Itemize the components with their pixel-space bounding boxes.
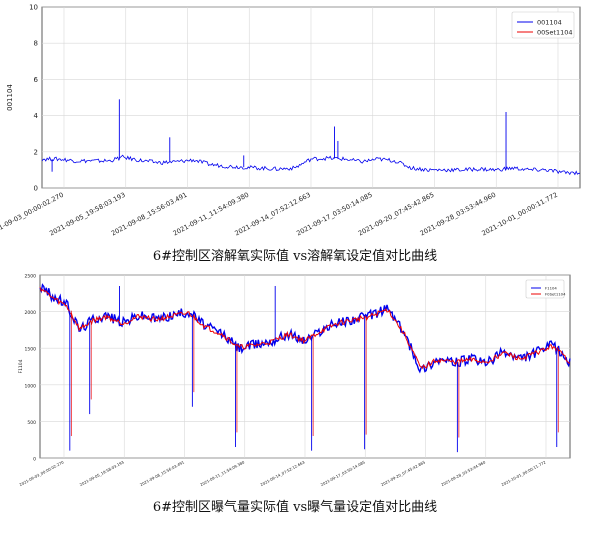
y-tick-label: 2000 [25,310,37,316]
y-axis-label: F1104 [18,359,24,373]
aeration-chart-svg: 0 500 1000 1500 2000 2500 2021-09-03_00:00:02.… [18,274,571,487]
y-tick-label: 0 [33,457,36,463]
legend-label: F0Set1104 [545,291,566,296]
y-tick-label: 8 [34,40,38,48]
y-tick-label: 1500 [25,347,37,353]
do-chart-svg: 02468102021-09-03_00:00:02.2702021-09-05… [0,4,581,238]
x-tick-label: 2021-09-03_00:00:02.270 [18,459,65,487]
x-tick-group: 2021-09-17_03:50:14.085 [320,459,367,487]
series-line-F0Set1104 [39,286,571,370]
x-tick-group: 2021-10-01_00:00:11.772 [500,459,547,487]
series-line-001104 [41,154,580,176]
x-tick-group: 2021-09-11_11:54:09.380 [199,459,246,487]
aeration-chart-caption: 6#控制区曝气量实际值 vs曝气量设定值对比曲线 [152,500,438,515]
do-chart-caption: 6#控制区溶解氧实际值 vs溶解氧设定值对比曲线 [152,249,438,264]
x-tick-label: 2021-09-05_19:58:03.193 [79,459,126,487]
aeration-chart: 0 500 1000 1500 2000 2500 2021-09-03_00:00:02.… [0,268,590,539]
x-tick-label: 2021-09-08_15:56:03.491 [139,459,186,487]
x-tick-group: 2021-09-14_07:52:12.663 [259,459,306,487]
y-tick-label: 2500 [25,274,37,280]
legend-label: F1104 [545,285,557,290]
y-tick-label: 6 [34,76,39,84]
x-tick-group: 2021-09-20_07:45:42.865 [380,459,427,487]
y-tick-label: 10 [29,4,38,12]
x-tick-label: 2021-09-11_11:54:09.380 [199,459,246,487]
legend-label: 00Set1104 [537,28,573,36]
x-tick-group: 2021-09-08_15:56:03.491 [139,459,186,487]
do-chart: 0 2 4 6 8 10 2021-09-03_00:00:02.270 2021-09-05… [0,0,590,262]
x-tick-label: 2021-09-14_07:52:12.663 [259,459,306,487]
y-axis-label: 001104 [6,84,14,111]
y-tick-label: 0 [34,185,38,193]
legend-label: 001104 [537,18,562,26]
x-tick-label: 2021-10-01_00:00:11.772 [500,459,547,487]
x-tick-group: 2021-09-28_03:53:44.960 [440,459,487,487]
y-tick-label: 500 [27,420,36,426]
x-tick-label: 2021-09-28_03:53:44.960 [440,459,487,487]
y-tick-label: 1000 [25,383,37,389]
x-tick-label: 2021-09-17_03:50:14.085 [320,459,367,487]
y-tick-label: 2 [34,148,38,156]
y-tick-label: 4 [34,112,39,120]
x-tick-label: 2021-09-20_07:45:42.865 [380,459,427,487]
x-tick-group: 2021-09-05_19:58:03.193 [79,459,126,487]
x-tick-group: 2021-09-03_00:00:02.270 [18,459,65,487]
